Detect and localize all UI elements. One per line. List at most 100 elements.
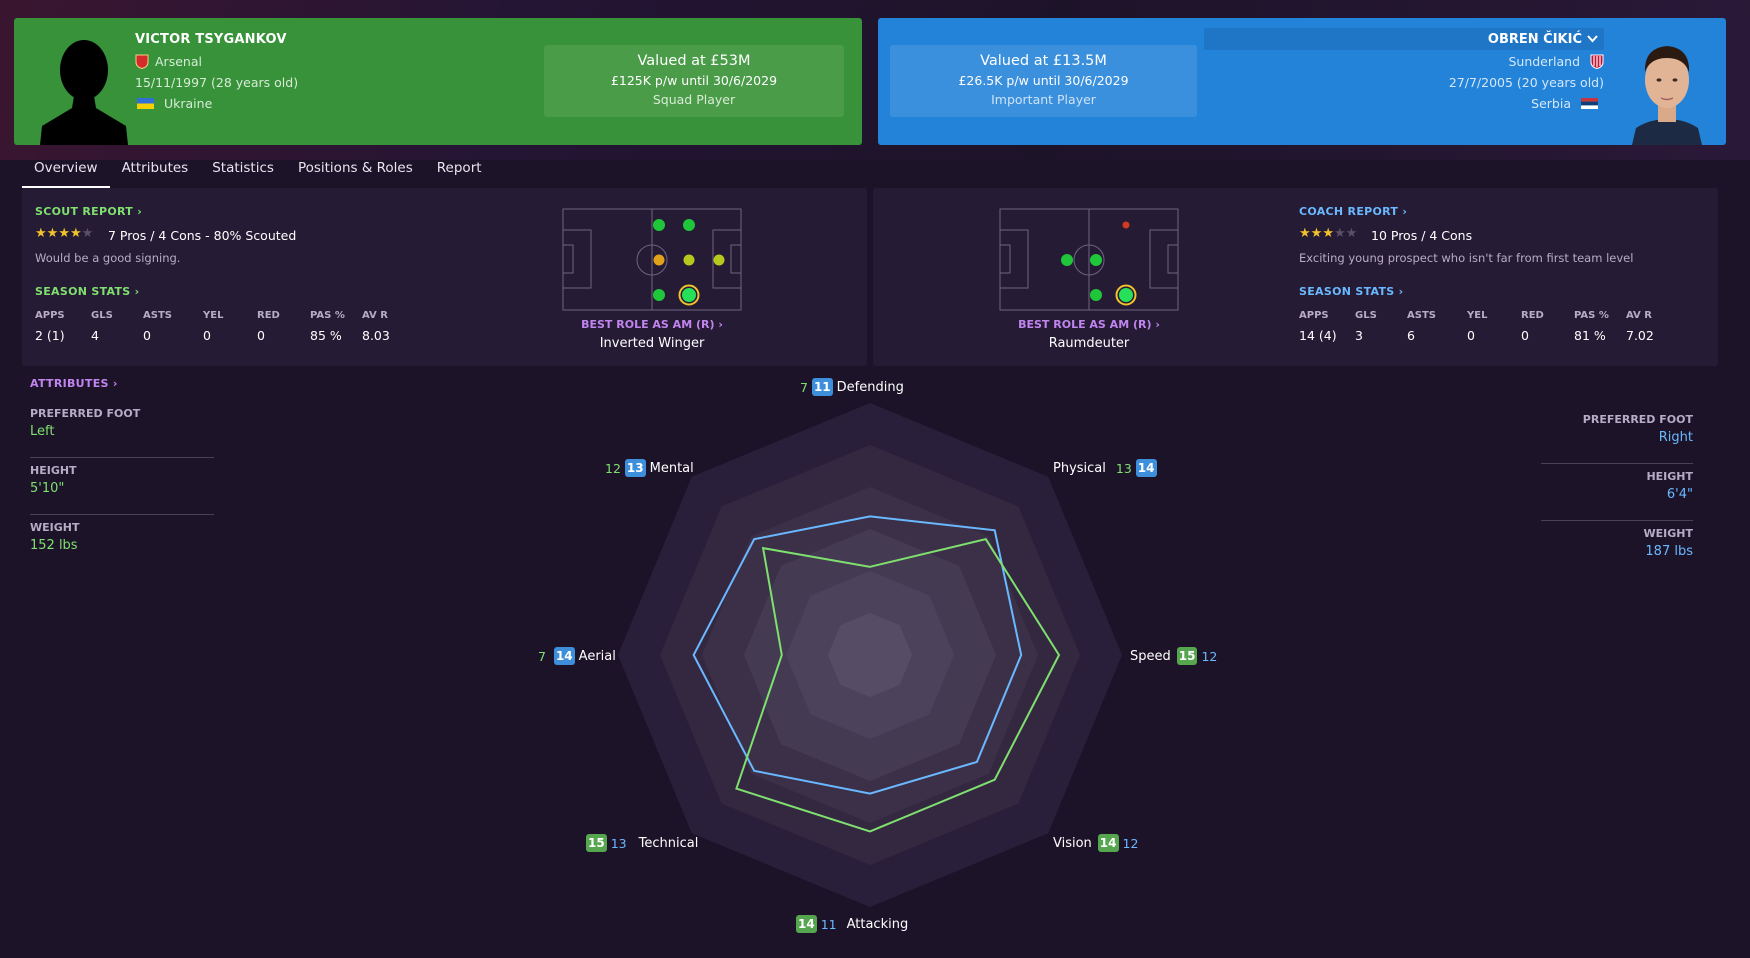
player-a-value: Valued at £53M (637, 53, 751, 69)
scout-report-link[interactable]: SCOUT REPORT › (35, 205, 143, 218)
height-b: 6'4" (1666, 487, 1693, 502)
coach-report-link[interactable]: COACH REPORT › (1299, 205, 1408, 218)
star-filled-icon: ★ (35, 226, 47, 241)
player-selector-dropdown[interactable]: OBREN ČIKIĆ (1204, 28, 1604, 50)
stat-header: APPS (1299, 310, 1329, 321)
star-filled-icon: ★ (1322, 226, 1334, 241)
player-a-status: Squad Player (652, 92, 736, 107)
pitch-six-right (1167, 244, 1179, 274)
radar-label-defending: 7 11 Defending (800, 378, 904, 396)
position-dot (713, 254, 725, 266)
pitch-six-left (999, 244, 1011, 274)
position-ring (678, 284, 700, 306)
stat-header: GLS (1355, 310, 1377, 321)
player-b-value: Valued at £13.5M (980, 53, 1107, 69)
tab-statistics[interactable]: Statistics (212, 160, 274, 176)
stat-header: YEL (203, 310, 224, 321)
tab-bar: Overview Attributes Statistics Positions… (22, 156, 494, 188)
stat-value: 0 (143, 328, 151, 343)
position-ring (1115, 284, 1137, 306)
ukraine-flag-icon (137, 98, 154, 109)
player-a-overview-panel: SCOUT REPORT › ★★★★★ 7 Pros / 4 Cons - 8… (22, 188, 867, 366)
scout-report-text: Would be a good signing. (35, 251, 181, 265)
position-dot (1061, 254, 1073, 266)
height-label-b: HEIGHT (1646, 470, 1693, 483)
radar-label-speed: Speed 15 12 (1130, 647, 1218, 665)
stat-value: 0 (1521, 328, 1529, 343)
star-filled-icon: ★ (58, 226, 70, 241)
position-dot (683, 219, 695, 231)
player-a-value-box: Valued at £53M £125K p/w until 30/6/2029… (544, 45, 844, 117)
divider (30, 514, 214, 515)
position-dot (653, 219, 665, 231)
radar-ring (828, 613, 912, 697)
attributes-link[interactable]: ATTRIBUTES › (30, 377, 118, 390)
stat-value: 8.03 (362, 328, 390, 343)
tab-positions-roles[interactable]: Positions & Roles (297, 160, 413, 176)
coach-report-summary: 10 Pros / 4 Cons (1371, 228, 1473, 243)
stat-value: 2 (1) (35, 328, 65, 343)
pref-foot-a: Left (30, 424, 55, 439)
player-b-card[interactable]: Valued at £13.5M £26.5K p/w until 30/6/2… (878, 18, 1726, 145)
best-role-link-b[interactable]: BEST ROLE AS AM (R) › (1018, 318, 1160, 331)
height-label-a: HEIGHT (30, 464, 77, 477)
player-b-status: Important Player (991, 92, 1096, 107)
player-a-card[interactable]: VICTOR TSYGANKOV Arsenal 15/11/1997 (28 … (14, 18, 862, 145)
radar-label-vision: Vision 14 12 (1053, 834, 1139, 852)
player-a-nationality-label: Ukraine (163, 96, 213, 111)
season-stats-link-b[interactable]: SEASON STATS › (1299, 285, 1404, 298)
player-b-photo-icon (1632, 32, 1702, 145)
stat-value: 7.02 (1626, 328, 1654, 343)
position-dot (1090, 289, 1102, 301)
player-b-value-box: Valued at £13.5M £26.5K p/w until 30/6/2… (890, 45, 1197, 117)
stat-value: 4 (91, 328, 99, 343)
pitch-six-right (730, 244, 742, 274)
radar-label-attacking: 14 11 Attacking (796, 915, 909, 933)
divider (1541, 463, 1693, 464)
pref-foot-b: Right (1658, 430, 1693, 445)
star-filled-icon: ★ (1310, 226, 1323, 241)
coach-report-text: Exciting young prospect who isn't far fr… (1299, 251, 1634, 265)
player-a-nationality[interactable]: Ukraine (137, 96, 212, 111)
player-b-name: OBREN ČIKIĆ (1487, 32, 1582, 47)
tab-report[interactable]: Report (436, 160, 482, 176)
pitch-box-left (999, 229, 1029, 289)
position-dot (683, 254, 695, 266)
radar-series-b (692, 515, 1023, 795)
position-dot (653, 289, 665, 301)
pref-foot-label-b: PREFERRED FOOT (1582, 413, 1693, 426)
player-silhouette-icon (40, 40, 128, 145)
season-stats-link-a[interactable]: SEASON STATS › (35, 285, 140, 298)
player-b-club[interactable]: Sunderland (1508, 54, 1604, 69)
stat-value: 14 (4) (1299, 328, 1337, 343)
divider (30, 457, 214, 458)
player-b-overview-panel: BEST ROLE AS AM (R) › Raumdeuter COACH R… (873, 188, 1718, 366)
player-a-name[interactable]: VICTOR TSYGANKOV (135, 32, 287, 47)
stat-header: GLS (91, 310, 113, 321)
stat-header: PAS % (1574, 310, 1609, 321)
pitch-a-icon (562, 208, 742, 311)
radar-label-aerial: 7 14 Aerial (538, 647, 616, 665)
stat-header: RED (1521, 310, 1544, 321)
stat-header: AV R (362, 310, 388, 321)
pref-foot-label-a: PREFERRED FOOT (30, 407, 141, 420)
tab-attributes[interactable]: Attributes (121, 160, 189, 176)
height-a: 5'10" (30, 481, 65, 496)
star-empty-icon: ★ (81, 226, 94, 241)
position-dot (653, 254, 665, 266)
stat-header: APPS (35, 310, 65, 321)
player-b-nationality[interactable]: Serbia (1531, 96, 1598, 111)
stat-value: 81 % (1574, 328, 1606, 343)
radar-series-a (735, 538, 1061, 833)
coach-stars: ★★★★★ (1299, 226, 1357, 241)
player-b-wage: £26.5K p/w until 30/6/2029 (958, 73, 1129, 88)
position-dot (1090, 254, 1102, 266)
best-role-link-a[interactable]: BEST ROLE AS AM (R) › (581, 318, 723, 331)
stat-header: AV R (1626, 310, 1652, 321)
player-a-club[interactable]: Arsenal (135, 54, 202, 69)
tab-overview[interactable]: Overview (22, 156, 110, 188)
stat-value: 3 (1355, 328, 1363, 343)
player-b-nationality-label: Serbia (1531, 96, 1572, 111)
pitch-b-icon (999, 208, 1179, 311)
stat-header: RED (257, 310, 280, 321)
